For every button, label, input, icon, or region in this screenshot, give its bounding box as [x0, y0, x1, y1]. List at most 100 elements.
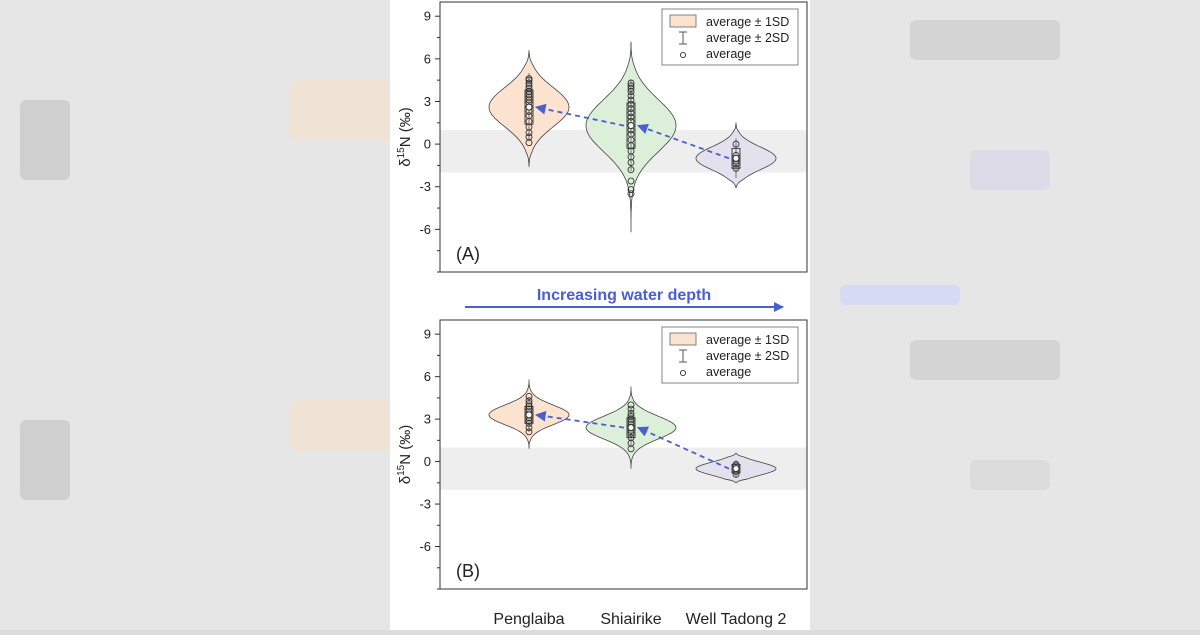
x-axis-category-labels: Penglaiba Shiairike Well Tadong 2 [493, 611, 786, 628]
data-point [525, 133, 533, 141]
x-category-label: Well Tadong 2 [686, 611, 787, 628]
depth-banner-text: Increasing water depth [537, 287, 711, 304]
y-tick-label: -3 [419, 497, 431, 512]
legend-label-whisker: average ± 2SD [706, 349, 789, 363]
trend-arrow [534, 103, 625, 127]
data-point [525, 75, 533, 83]
y-tick-label: 9 [424, 327, 431, 342]
x-category-label: Penglaiba [493, 611, 564, 628]
data-point [525, 397, 533, 405]
violin-3 [695, 122, 777, 189]
mean-point [627, 122, 635, 130]
data-point [732, 140, 740, 148]
background-blur-right [810, 0, 1200, 630]
y-tick-label: -6 [419, 222, 431, 237]
mean-point [732, 465, 740, 473]
y-tick-label: 6 [424, 369, 431, 384]
y-axis-label: δ15N (‰) [396, 425, 414, 484]
data-point [525, 393, 533, 400]
data-point [627, 434, 635, 441]
trend-arrow [637, 426, 730, 470]
data-point [627, 100, 635, 108]
y-tick-label: 6 [424, 51, 431, 66]
violin-1 [488, 379, 570, 449]
y-tick-label: -6 [419, 539, 431, 554]
data-point [627, 109, 635, 117]
data-point [627, 82, 635, 90]
y-axis: -6 -3 0 3 6 9 [419, 9, 440, 273]
legend-point-swatch [679, 369, 687, 377]
panel-label: (A) [456, 244, 480, 264]
legend-box-swatch [669, 332, 697, 346]
data-point [525, 400, 533, 407]
panel-label: (B) [456, 561, 480, 581]
y-tick-label: 3 [424, 94, 431, 109]
background-ghost-shape [840, 285, 960, 305]
trend-arrow [636, 123, 730, 160]
legend-label-whisker: average ± 2SD [706, 31, 789, 45]
y-tick-label: 0 [424, 454, 431, 469]
y-tick-label: 3 [424, 412, 431, 427]
violin-2 [585, 386, 677, 469]
trend-arrows [534, 103, 730, 160]
sd-box [731, 463, 741, 474]
background-ghost-shape [290, 400, 390, 450]
data-point [627, 79, 635, 87]
background-ghost-shape [910, 340, 1060, 380]
figure: -6 -3 0 3 6 9 δ15N (‰) (A) average ± 1SD average … [390, 0, 810, 630]
data-point [627, 401, 635, 409]
background-ghost-shape [910, 20, 1060, 60]
data-point [627, 113, 635, 121]
data-point [627, 409, 635, 417]
legend-box-swatch [669, 14, 697, 28]
background-ghost-shape [290, 80, 390, 140]
legend-whisker-swatch [679, 31, 687, 45]
legend-label-point: average [706, 365, 751, 379]
legend-label-box: average ± 1SD [706, 15, 789, 29]
data-point [627, 92, 635, 100]
trend-arrows [534, 410, 730, 470]
depth-banner: Increasing water depth [465, 287, 784, 312]
mean-point [627, 424, 635, 432]
background-ghost-shape [20, 100, 70, 180]
x-category-label: Shiairike [600, 611, 661, 628]
violin-1 [488, 50, 570, 167]
data-point [627, 190, 635, 198]
violin-3 [695, 452, 777, 484]
legend: average ± 1SD average ± 2SD average [661, 326, 799, 384]
data-point [627, 96, 635, 104]
data-point [627, 412, 635, 420]
background-ghost-shape [970, 150, 1050, 190]
y-axis: -6 -3 0 3 6 9 [419, 327, 440, 590]
data-point [627, 177, 635, 185]
legend-point-swatch [679, 51, 687, 59]
data-point [627, 405, 635, 413]
legend-label-box: average ± 1SD [706, 333, 789, 347]
legend-whisker-swatch [679, 349, 687, 363]
data-point [525, 112, 533, 120]
y-tick-label: -3 [419, 179, 431, 194]
legend: average ± 1SD average ± 2SD average [661, 8, 799, 66]
data-point [525, 424, 533, 432]
y-tick-label: 9 [424, 9, 431, 24]
sd-box [731, 147, 741, 169]
y-tick-label: 0 [424, 137, 431, 152]
data-point [627, 105, 635, 113]
mean-point [732, 154, 740, 162]
data-point [627, 186, 635, 194]
data-point [525, 79, 533, 87]
violin-2 [585, 41, 677, 233]
y-axis-label: δ15N (‰) [396, 107, 414, 166]
trend-arrow [534, 410, 625, 429]
mean-point [525, 103, 533, 111]
background-ghost-shape [20, 420, 70, 500]
data-point [525, 428, 533, 436]
data-point [627, 166, 635, 174]
background-ghost-shape [970, 460, 1050, 490]
background-blur-left [0, 0, 390, 630]
legend-label-point: average [706, 47, 751, 61]
data-point [732, 164, 740, 172]
